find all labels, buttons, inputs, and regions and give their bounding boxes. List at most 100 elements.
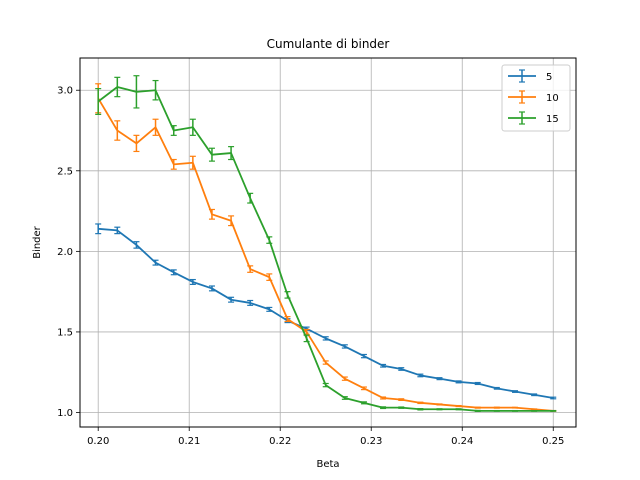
error-bar [95,223,102,235]
error-bar [247,192,254,204]
x-tick-label: 0.21 [178,436,200,447]
error-bar [550,396,557,400]
x-tick-label: 0.22 [269,436,291,447]
legend-label: 15 [546,114,559,125]
error-bar [266,273,273,281]
error-bar [417,373,424,378]
error-bar [322,360,329,365]
legend: 5 10 15 [501,64,571,132]
legend-label: 5 [546,72,552,83]
error-bar [322,336,329,341]
error-bar [380,406,387,410]
error-bar [380,363,387,368]
error-bar [208,285,215,292]
x-axis-label: Beta [316,459,339,470]
error-bar [114,120,121,141]
series-10 [95,83,557,412]
x-tick-label: 0.24 [451,436,473,447]
error-bar [189,278,196,285]
error-bar [341,396,348,400]
error-bar [152,259,159,266]
error-bar [170,269,177,276]
legend-entry-5: 5 [508,69,552,83]
error-bar [266,306,273,312]
error-bar [531,393,538,397]
error-bar [152,79,159,101]
error-bar [114,76,121,98]
series-5 [95,223,557,400]
error-bar [455,408,462,411]
error-bar [550,409,557,412]
error-bar [512,409,519,412]
error-bar [208,208,215,220]
error-bar [417,401,424,405]
error-bar [341,344,348,349]
y-axis-label: Binder [32,225,43,258]
legend-entry-10: 10 [508,90,559,104]
x-tick-label: 0.25 [542,436,564,447]
error-bar [436,403,443,406]
error-bar [133,134,140,153]
error-bar [95,88,102,115]
error-bar [360,353,367,359]
error-bar [170,158,177,170]
error-bar [474,409,481,412]
error-bar [360,401,367,405]
error-bar [512,406,519,409]
error-bar [398,367,405,371]
error-bar [417,408,424,411]
error-bar [380,396,387,400]
error-bar [436,377,443,381]
y-tick-label: 1.5 [57,327,73,338]
error-bar [341,376,348,381]
error-bar [493,409,500,412]
error-bar [360,386,367,391]
x-tick-label: 0.20 [87,436,109,447]
error-bar [512,390,519,393]
error-bar [398,398,405,402]
error-bar [228,146,235,161]
error-bar [531,409,538,412]
y-tick-label: 2.5 [57,166,73,177]
error-bar [266,236,273,244]
error-bar [474,381,481,386]
error-bar [455,380,462,384]
error-bar [474,406,481,409]
error-bar [493,386,500,390]
plot-area [95,75,557,412]
error-bar [531,408,538,411]
chart-title: Cumulante di binder [267,37,390,51]
error-bar [152,118,159,136]
legend-entry-15: 15 [508,111,559,125]
error-bar [189,118,196,136]
x-tick-label: 0.23 [360,436,382,447]
error-bar [133,241,140,249]
error-bar [322,382,329,388]
error-bar [284,291,291,299]
axes-frame [79,57,577,428]
error-bar [303,334,310,343]
error-bar [189,155,196,170]
error-bar [398,406,405,409]
error-bar [133,75,140,109]
error-bar [247,299,254,306]
error-bar [170,125,177,136]
error-bar [247,265,254,273]
error-bar [493,406,500,409]
legend-label: 10 [546,93,559,104]
y-tick-label: 2.0 [57,247,73,258]
error-bar [228,296,235,303]
series-15 [95,75,557,412]
legend-box [501,64,571,132]
error-bar [228,215,235,227]
y-tick-label: 1.0 [57,408,73,419]
error-bar [208,147,215,162]
grid-lines [80,58,576,427]
error-bar [436,408,443,411]
error-bar [455,404,462,408]
error-bar [114,226,121,235]
axis-ticks: 0.20 0.21 0.22 0.23 0.24 0.25 1.0 1.5 2.0 2.5 3.0 [57,86,564,447]
y-tick-label: 3.0 [57,86,73,97]
error-bar [284,316,291,323]
